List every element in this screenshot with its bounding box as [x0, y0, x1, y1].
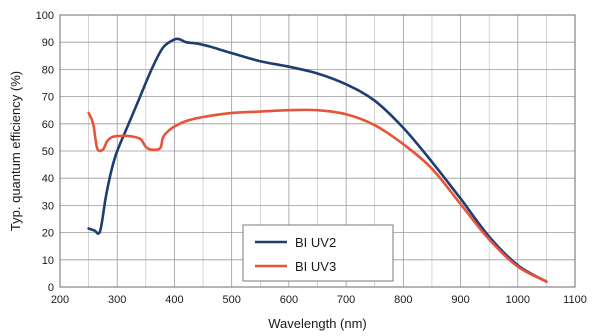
y-tick-label: 70	[42, 92, 54, 104]
x-tick-label: 800	[394, 294, 412, 306]
legend-box	[242, 224, 394, 282]
x-tick-label: 600	[280, 294, 298, 306]
x-tick-label: 900	[451, 294, 469, 306]
y-tick-label: 10	[42, 255, 54, 267]
x-tick-label: 1100	[563, 294, 587, 306]
legend-label-bi-uv3: BI UV3	[295, 259, 336, 274]
x-tick-label: 500	[222, 294, 240, 306]
y-tick-label: 90	[42, 37, 54, 49]
series-lines	[87, 37, 548, 283]
plot-frame	[59, 14, 576, 288]
y-tick-label: 30	[42, 200, 54, 212]
legend-label-bi-uv2: BI UV2	[295, 235, 336, 250]
y-tick-label: 60	[42, 119, 54, 131]
x-tick-label: 1000	[506, 294, 530, 306]
y-axis-title: Typ. quantum efficiency (%)	[8, 71, 23, 231]
y-tick-label: 0	[48, 282, 54, 294]
series-line-bi-uv2	[87, 37, 548, 283]
x-axis-title: Wavelength (nm)	[268, 316, 367, 331]
y-tick-label: 50	[42, 146, 54, 158]
y-tick-label: 100	[36, 10, 54, 22]
series-line-bi-uv3	[87, 108, 548, 283]
y-tick-label: 40	[42, 173, 54, 185]
y-tick-label: 80	[42, 64, 54, 76]
x-tick-label: 700	[337, 294, 355, 306]
x-tick-label: 300	[108, 294, 126, 306]
y-tick-label: 20	[42, 228, 54, 240]
legend: BI UV2 BI UV3	[242, 224, 394, 282]
x-tick-label: 400	[165, 294, 183, 306]
x-tick-label: 200	[51, 294, 69, 306]
tick-labels: 200 300 400 500 600 700 800 900 1000 1100 0 10 20 30 4…	[36, 10, 587, 306]
